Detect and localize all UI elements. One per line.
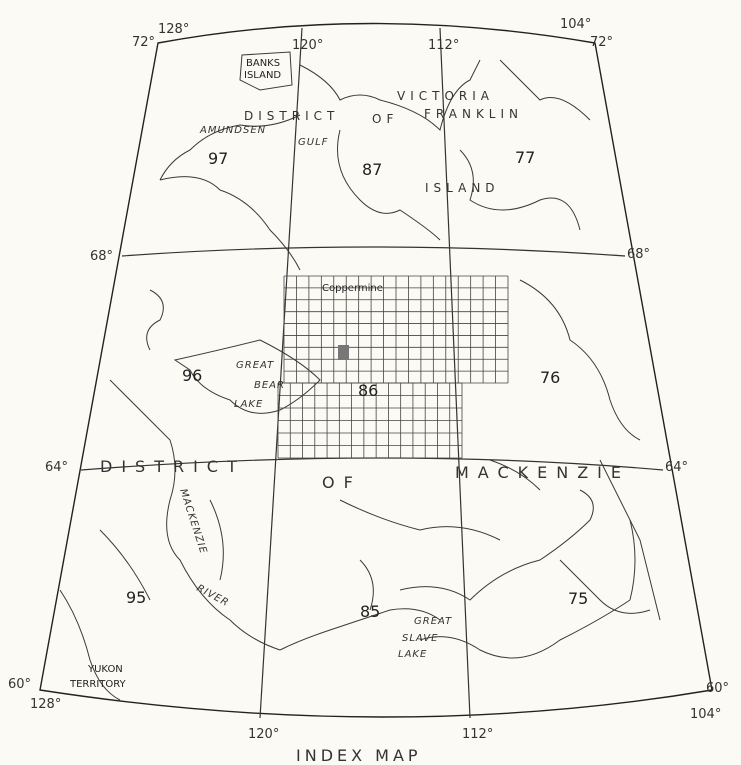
- lon-label-bottom-120: 120°: [248, 727, 279, 742]
- sheet-96: 96: [182, 366, 202, 385]
- meridian-112: [439, 27, 471, 719]
- lat-label-left-68: 68°: [90, 249, 113, 264]
- yukon-territory-label-1: YUKON: [87, 664, 123, 675]
- mackenzie-river-label-1: MACKENZIE: [177, 488, 208, 556]
- lat-label-right-68: 68°: [627, 247, 650, 262]
- lat-label-left-64: 64°: [45, 460, 68, 475]
- sheet-95: 95: [126, 588, 146, 607]
- great-slave-lake-label-1: GREAT: [414, 616, 452, 627]
- meridian-120: [259, 27, 303, 719]
- banks-island-label-2: ISLAND: [244, 70, 281, 81]
- great-bear-lake-label-3: LAKE: [234, 399, 263, 410]
- lat-label-left-60: 60°: [8, 677, 31, 692]
- great-bear-lake-label-2: BEAR: [254, 380, 285, 391]
- great-slave-lake-label-3: LAKE: [398, 649, 427, 660]
- lon-label-bottom-112: 112°: [462, 727, 493, 742]
- district-franklin-label-1: DISTRICT: [244, 109, 339, 123]
- sheet-grid: [277, 275, 509, 459]
- lon-label-bottom-104: 104°: [690, 707, 721, 722]
- district-mackenzie-label-1: DISTRICT: [100, 457, 246, 476]
- great-bear-lake-label-1: GREAT: [236, 360, 274, 371]
- sheet-76: 76: [540, 368, 560, 387]
- amundsen-gulf-label-2: GULF: [298, 137, 328, 148]
- banks-island-label-1: BANKS: [246, 58, 280, 69]
- great-slave-lake-label-2: SLAVE: [402, 633, 438, 644]
- lon-label-bottom-128: 128°: [30, 697, 61, 712]
- sheet-77: 77: [515, 148, 535, 167]
- district-franklin-label-3: FRANKLIN: [424, 107, 523, 121]
- sheet-97: 97: [208, 149, 228, 168]
- yukon-territory-label-2: TERRITORY: [69, 679, 127, 690]
- mackenzie-river-label-2: RIVER: [195, 583, 231, 609]
- lat-label-left-72: 72°: [132, 35, 155, 50]
- map-frame: [39, 22, 713, 718]
- coppermine-label: Coppermine: [322, 283, 383, 294]
- parallel-68: [121, 246, 626, 257]
- amundsen-gulf-label-1: AMUNDSEN: [199, 125, 266, 136]
- coastlines: [59, 51, 661, 701]
- lat-label-right-60: 60°: [706, 681, 729, 696]
- victoria-island-label-2: ISLAND: [425, 181, 500, 195]
- lat-label-right-64: 64°: [665, 460, 688, 475]
- lon-label-top-112: 112°: [428, 38, 459, 53]
- map-title: INDEX MAP: [296, 746, 422, 765]
- lon-label-top-120: 120°: [292, 38, 323, 53]
- sheet-85: 85: [360, 602, 380, 621]
- victoria-island-label-1: VICTORIA: [397, 89, 494, 103]
- lon-label-top-104: 104°: [560, 17, 591, 32]
- sheet-75: 75: [568, 589, 588, 608]
- lat-label-right-72: 72°: [590, 35, 613, 50]
- sheet-87: 87: [362, 160, 382, 179]
- lon-label-top-128: 128°: [158, 22, 189, 37]
- district-franklin-label-2: OF: [372, 112, 398, 126]
- sheet-86: 86: [358, 381, 378, 400]
- district-mackenzie-label-2: OF: [322, 473, 362, 492]
- highlighted-map-area: [338, 345, 349, 360]
- district-mackenzie-label-3: MACKENZIE: [455, 463, 630, 482]
